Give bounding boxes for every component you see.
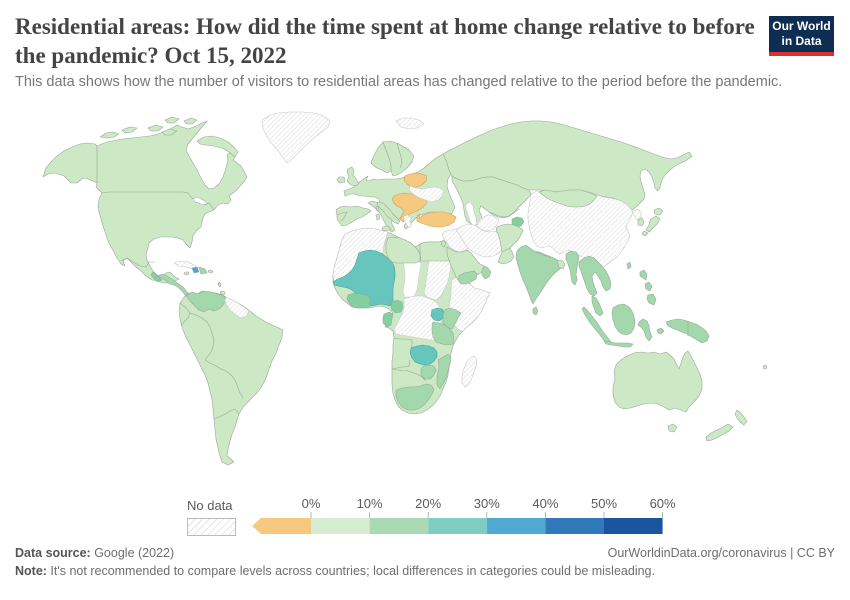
svg-text:50%: 50%: [591, 496, 617, 511]
svg-text:40%: 40%: [532, 496, 558, 511]
svg-text:10%: 10%: [357, 496, 383, 511]
svg-text:60%: 60%: [650, 496, 675, 511]
svg-text:30%: 30%: [474, 496, 500, 511]
svg-text:20%: 20%: [415, 496, 441, 511]
svg-text:0%: 0%: [302, 496, 321, 511]
